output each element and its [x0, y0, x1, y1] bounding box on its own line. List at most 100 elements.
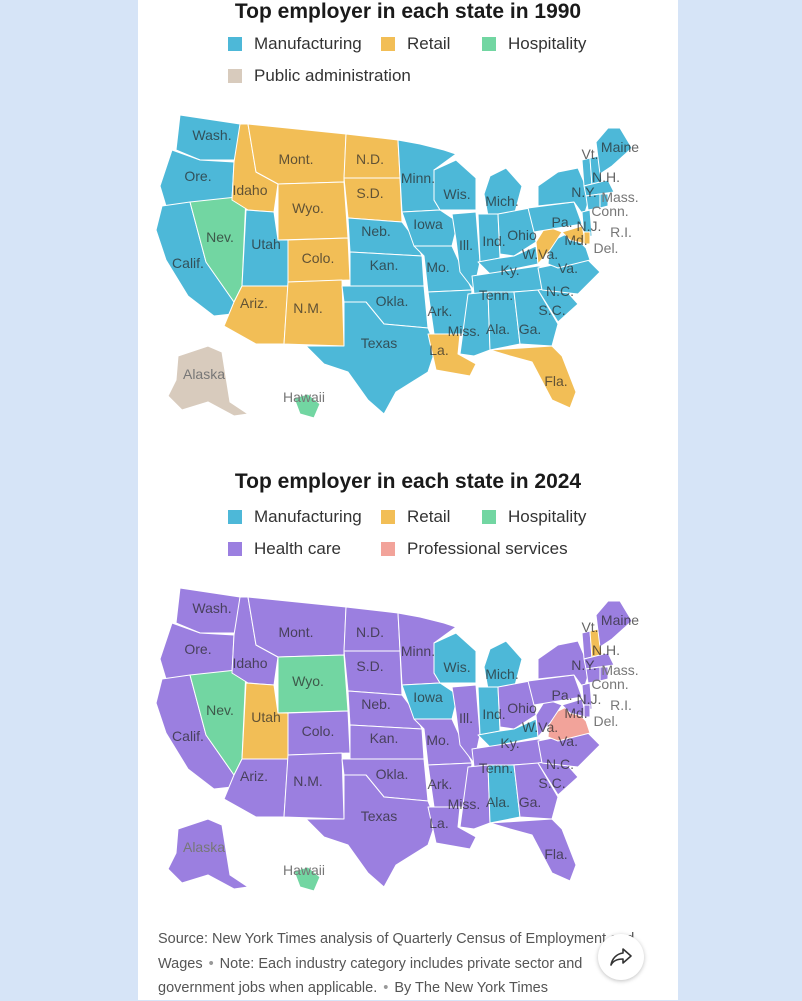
label-mt: Mont.	[278, 151, 313, 167]
map1-legend-hospitality: Hospitality	[482, 34, 586, 54]
label-de: Del.	[594, 240, 619, 256]
label-md: Md.	[564, 705, 587, 721]
label-wa: Wash.	[192, 600, 231, 616]
state-fl	[489, 818, 577, 882]
label-az: Ariz.	[240, 768, 268, 784]
label-md: Md.	[564, 232, 587, 248]
map2-legend-manufacturing: Manufacturing	[228, 507, 362, 527]
label-co: Colo.	[302, 250, 335, 266]
label-wv: W.Va.	[522, 246, 558, 262]
label-hi: Hawaii	[283, 862, 325, 878]
state-ms	[459, 764, 491, 830]
label-me: Maine	[601, 612, 639, 628]
label-fl: Fla.	[544, 373, 567, 389]
state-wa	[175, 587, 241, 634]
label-mn: Minn.	[401, 170, 435, 186]
source-text: Source: New York Times analysis of Quart…	[158, 931, 635, 972]
state-tx	[305, 301, 437, 415]
label-wi: Wis.	[443, 659, 470, 675]
legend-swatch	[381, 510, 395, 524]
label-va: Va.	[558, 733, 578, 749]
state-tx	[305, 774, 437, 888]
label-wy: Wyo.	[292, 200, 324, 216]
label-mn: Minn.	[401, 643, 435, 659]
state-oh	[497, 207, 537, 257]
state-la	[427, 333, 477, 377]
share-arrow-icon	[610, 948, 632, 966]
label-in: Ind.	[482, 706, 505, 722]
label-mi: Mich.	[485, 193, 518, 209]
legend-swatch	[228, 510, 242, 524]
label-mo: Mo.	[426, 732, 449, 748]
state-hi	[293, 393, 321, 419]
label-ak: Alaska	[183, 839, 225, 855]
label-ma: Mass.	[601, 662, 638, 678]
label-ia: Iowa	[413, 689, 443, 705]
legend-swatch	[482, 37, 496, 51]
label-ar: Ark.	[428, 776, 453, 792]
label-ky: Ky.	[500, 735, 519, 751]
label-az: Ariz.	[240, 295, 268, 311]
label-ks: Kan.	[370, 257, 399, 273]
state-wi	[433, 632, 477, 684]
label-va: Va.	[558, 260, 578, 276]
label-ny: N.Y.	[571, 657, 596, 673]
label-ca: Calif.	[172, 255, 204, 271]
state-ma	[583, 652, 615, 670]
legend-swatch	[228, 69, 242, 83]
label-ar: Ark.	[428, 303, 453, 319]
label-la: La.	[429, 815, 448, 831]
legend-swatch	[482, 510, 496, 524]
label-ne: Neb.	[361, 696, 391, 712]
state-hi	[293, 866, 321, 892]
label-ak: Alaska	[183, 366, 225, 382]
label-wv: W.Va.	[522, 719, 558, 735]
label-pa: Pa.	[551, 687, 572, 703]
label-co: Colo.	[302, 723, 335, 739]
label-sc: S.C.	[538, 302, 565, 318]
state-de	[583, 704, 591, 718]
label-al: Ala.	[486, 794, 510, 810]
label-id: Idaho	[232, 182, 267, 198]
label-or: Ore.	[184, 641, 211, 657]
label-nh: N.H.	[592, 169, 620, 185]
legend-swatch	[228, 542, 242, 556]
state-la	[427, 806, 477, 850]
label-nc: N.C.	[546, 283, 574, 299]
label-ct: Conn.	[591, 676, 628, 692]
state-ak	[167, 818, 249, 890]
label-tx: Texas	[361, 335, 398, 351]
state-ma	[583, 179, 615, 197]
label-oh: Ohio	[507, 700, 537, 716]
source-note: Source: New York Times analysis of Quart…	[158, 927, 648, 1001]
map1-legend-public-administration: Public administration	[228, 66, 411, 86]
label-tn: Tenn.	[479, 760, 513, 776]
byline: By The New York Times	[394, 980, 548, 996]
label-id: Idaho	[232, 655, 267, 671]
label-ms: Miss.	[448, 323, 481, 339]
label-ok: Okla.	[376, 766, 409, 782]
map2-legend-hospitality: Hospitality	[482, 507, 586, 527]
map-1990: Wash. Ore. Calif. Nev. Idaho Mont. Wyo. …	[155, 114, 639, 419]
map2-legend-professional-services: Professional services	[381, 539, 568, 559]
label-nh: N.H.	[592, 642, 620, 658]
label-wi: Wis.	[443, 186, 470, 202]
share-button[interactable]	[598, 934, 644, 980]
label-tn: Tenn.	[479, 287, 513, 303]
legend-swatch	[228, 37, 242, 51]
label-ma: Mass.	[601, 189, 638, 205]
map2-legend-retail: Retail	[381, 507, 450, 527]
state-oh	[497, 680, 537, 730]
label-ia: Iowa	[413, 216, 443, 232]
label-nj: N.J.	[577, 218, 602, 234]
label-mi: Mich.	[485, 666, 518, 682]
state-ms	[459, 291, 491, 357]
label-ga: Ga.	[519, 321, 542, 337]
label-oh: Ohio	[507, 227, 537, 243]
label-wy: Wyo.	[292, 673, 324, 689]
map2-title: Top employer in each state in 2024	[234, 470, 582, 493]
state-de	[583, 231, 591, 245]
label-pa: Pa.	[551, 214, 572, 230]
state-ak	[167, 345, 249, 417]
state-me	[595, 600, 633, 648]
